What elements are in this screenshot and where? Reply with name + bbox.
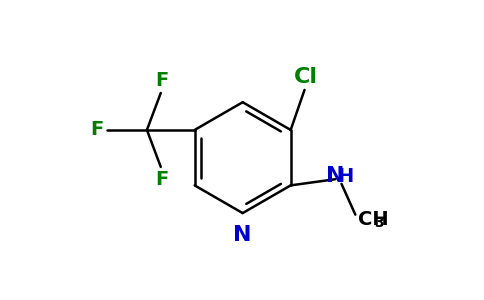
Text: CH: CH [359,210,389,229]
Text: 3: 3 [375,216,384,230]
Text: H: H [337,167,353,186]
Text: F: F [156,170,169,189]
Text: Cl: Cl [294,67,318,87]
Text: F: F [91,120,104,140]
Text: N: N [233,225,252,245]
Text: N: N [326,166,345,186]
Text: F: F [156,71,169,90]
